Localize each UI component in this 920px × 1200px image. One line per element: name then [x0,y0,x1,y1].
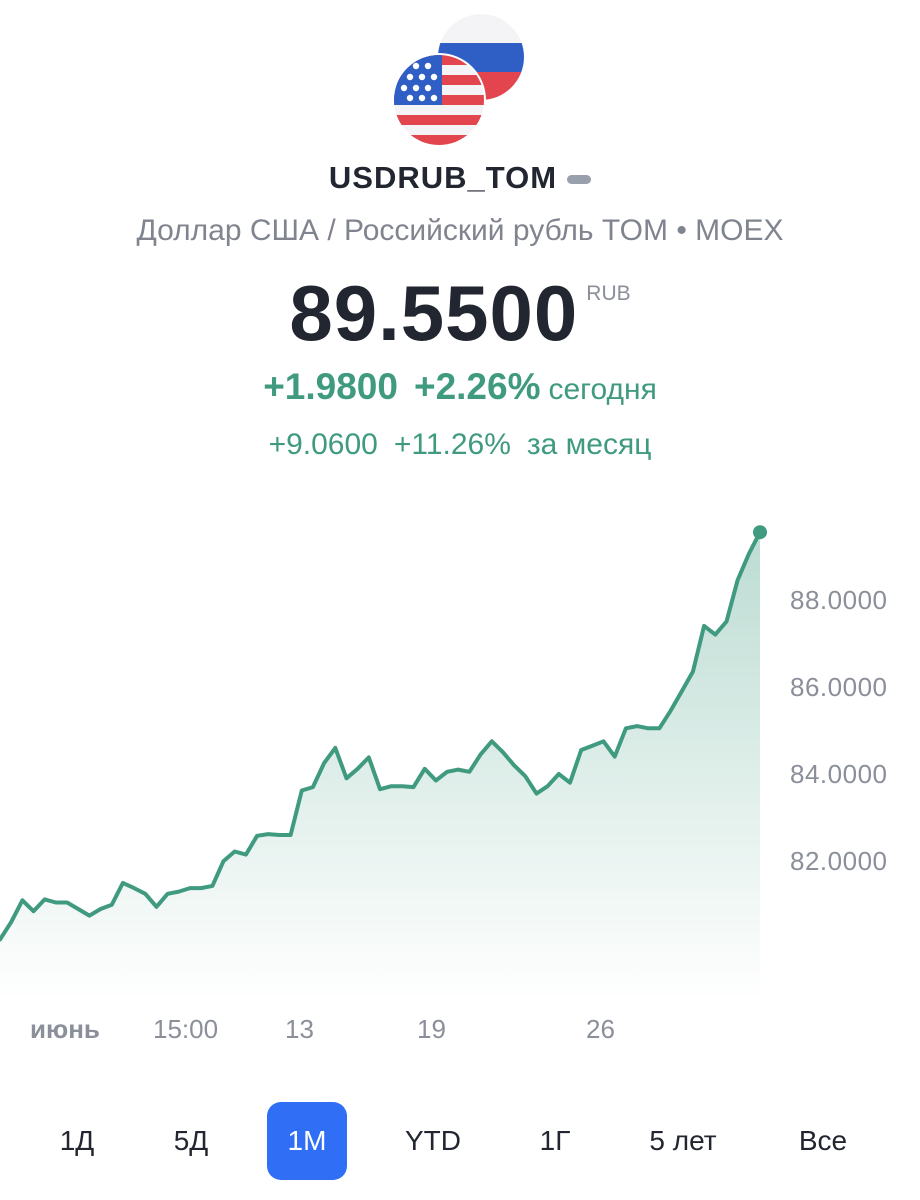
month-change-pct: +11.26% [393,428,511,461]
period-tab-1d[interactable]: 1Д [59,1125,95,1156]
price-chart[interactable]: 88.0000 86.0000 84.0000 82.0000 июнь 15:00 13… [0,480,920,1060]
period-selector: 1Д 5Д 1М YTD 1Г 5 лет Все [0,1102,920,1180]
x-tick-label: 15:00 [153,1014,218,1044]
month-change-abs: +9.0600 [268,428,378,461]
y-tick-label: 86.0000 [790,672,887,702]
day-change-pct: +2.26% [413,366,541,407]
y-tick-label: 88.0000 [790,585,887,615]
month-change: +9.0600 +11.26% за месяц [0,428,920,462]
price-currency: RUB [586,282,631,305]
price-row: 89.5500 RUB [0,268,920,368]
instrument-subtitle: Доллар США / Российский рубль TOM • MOEX [136,214,784,247]
period-tab-1y[interactable]: 1Г [539,1125,571,1156]
flags-svg [392,14,524,147]
price-area-fill [0,532,760,1000]
us-flag-icon [394,55,484,145]
x-tick-label: 19 [417,1014,446,1044]
day-change-label: сегодня [548,373,657,406]
period-tab-5y[interactable]: 5 лет [649,1125,717,1156]
day-change-abs: +1.9800 [263,366,398,407]
x-tick-label: июнь [30,1014,100,1044]
current-price: 89.5500 [289,269,579,357]
price-line [0,530,762,942]
day-change: +1.9800 +2.26% сегодня [0,366,920,408]
x-tick-label: 26 [586,1014,615,1044]
x-axis-labels: июнь 15:00 13 19 26 [30,1014,615,1044]
period-tab-1m[interactable]: 1М [267,1102,347,1180]
month-change-label: за месяц [526,428,652,461]
price-chart-svg[interactable]: 88.0000 86.0000 84.0000 82.0000 июнь 15:00 13… [0,480,920,1060]
period-tab-ytd[interactable]: YTD [405,1125,461,1156]
last-price-point [753,525,767,540]
ticker-symbol: USDRUB_TOM [328,160,558,195]
currency-pair-flags [390,14,530,147]
x-tick-label: 13 [285,1014,314,1044]
y-axis-labels: 88.0000 86.0000 84.0000 82.0000 [790,585,887,876]
period-tab-all[interactable]: Все [798,1125,848,1156]
ticker-status-pill [567,174,592,184]
y-tick-label: 84.0000 [790,759,887,789]
period-tab-5d[interactable]: 5Д [173,1125,209,1156]
ticker-row: USDRUB_TOM [0,160,920,206]
y-tick-label: 82.0000 [790,846,887,876]
